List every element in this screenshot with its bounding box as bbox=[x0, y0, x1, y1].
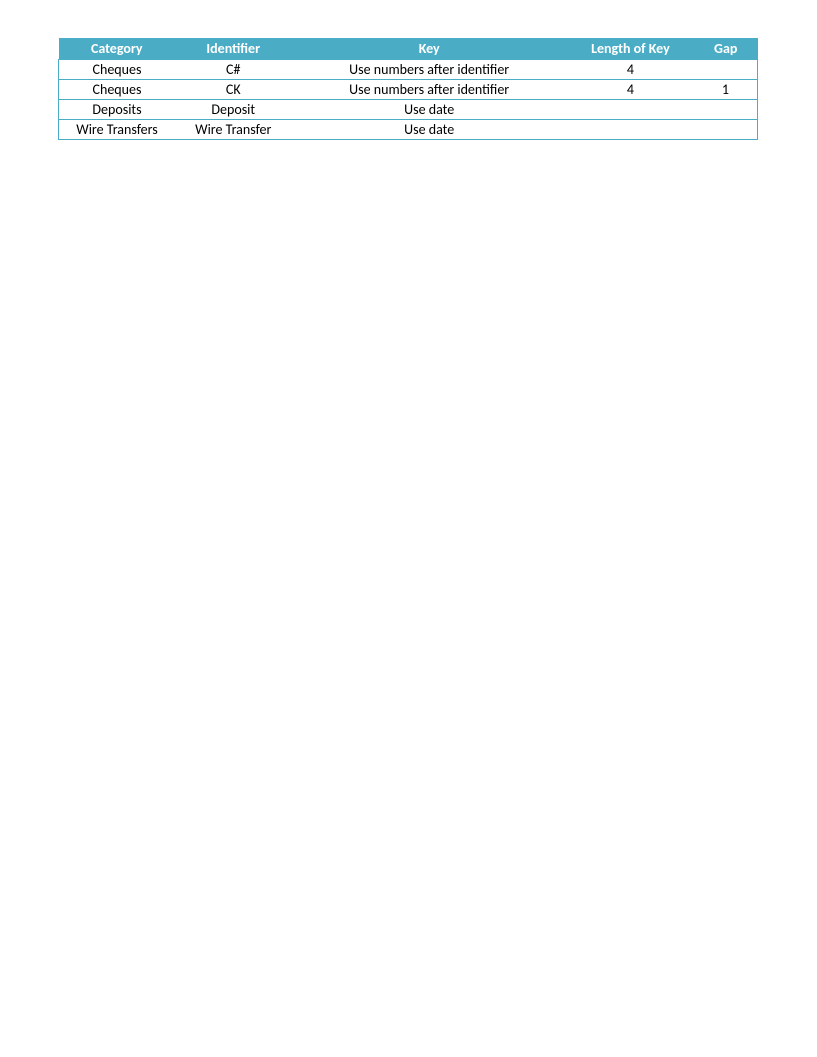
table-row: Wire Transfers Wire Transfer Use date bbox=[59, 120, 758, 140]
cell-length bbox=[567, 100, 694, 120]
cell-category: Cheques bbox=[59, 80, 176, 100]
cell-key: Use date bbox=[292, 100, 567, 120]
table-header-row: Category Identifier Key Length of Key Ga… bbox=[59, 38, 758, 60]
cell-gap: 1 bbox=[694, 80, 758, 100]
cell-category: Wire Transfers bbox=[59, 120, 176, 140]
cell-length: 4 bbox=[567, 60, 694, 80]
cell-gap bbox=[694, 120, 758, 140]
cell-identifier: C# bbox=[175, 60, 292, 80]
cell-category: Deposits bbox=[59, 100, 176, 120]
cell-key: Use numbers after identifier bbox=[292, 60, 567, 80]
cell-identifier: CK bbox=[175, 80, 292, 100]
column-header-length: Length of Key bbox=[567, 38, 694, 60]
column-header-gap: Gap bbox=[694, 38, 758, 60]
cell-gap bbox=[694, 60, 758, 80]
table-row: Cheques CK Use numbers after identifier … bbox=[59, 80, 758, 100]
identifier-rules-table: Category Identifier Key Length of Key Ga… bbox=[58, 38, 758, 140]
column-header-identifier: Identifier bbox=[175, 38, 292, 60]
cell-identifier: Deposit bbox=[175, 100, 292, 120]
column-header-key: Key bbox=[292, 38, 567, 60]
cell-gap bbox=[694, 100, 758, 120]
cell-length bbox=[567, 120, 694, 140]
cell-key: Use numbers after identifier bbox=[292, 80, 567, 100]
cell-key: Use date bbox=[292, 120, 567, 140]
column-header-category: Category bbox=[59, 38, 176, 60]
cell-length: 4 bbox=[567, 80, 694, 100]
table-row: Deposits Deposit Use date bbox=[59, 100, 758, 120]
table-row: Cheques C# Use numbers after identifier … bbox=[59, 60, 758, 80]
cell-category: Cheques bbox=[59, 60, 176, 80]
cell-identifier: Wire Transfer bbox=[175, 120, 292, 140]
